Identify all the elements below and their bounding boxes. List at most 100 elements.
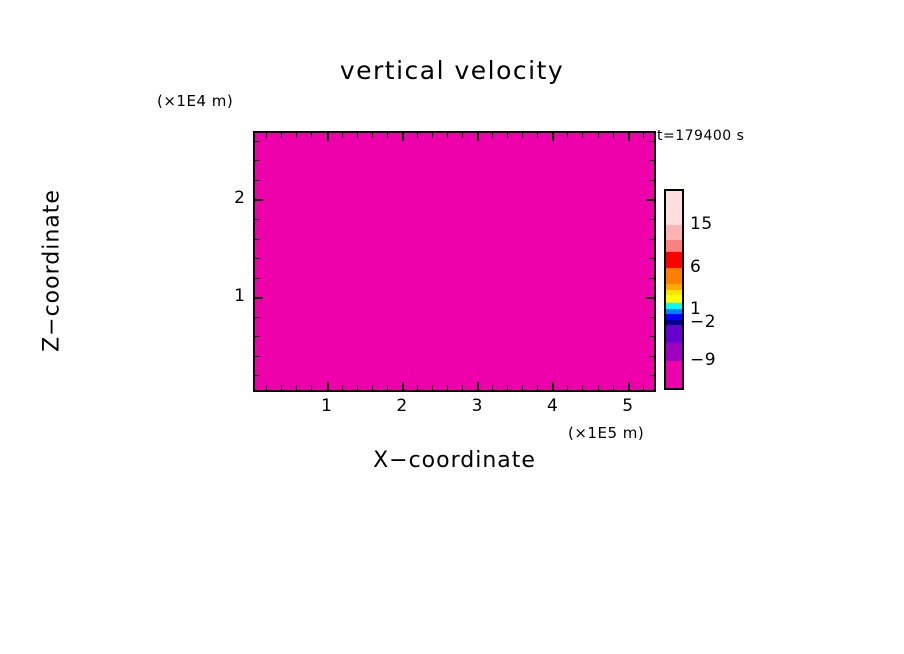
tick-mark [255, 317, 260, 318]
tick-mark [522, 133, 523, 138]
x-tick-label: 2 [396, 396, 408, 416]
y-tick-label: 1 [234, 286, 245, 307]
tick-mark [402, 133, 404, 141]
tick-mark [649, 239, 654, 240]
tick-mark [255, 297, 263, 299]
colorbar-band [666, 191, 682, 226]
tick-mark [477, 133, 479, 141]
tick-mark [255, 141, 260, 142]
tick-mark [255, 239, 260, 240]
tick-mark [281, 133, 282, 138]
tick-mark [417, 385, 418, 390]
colorbar-band [666, 295, 682, 304]
tick-mark [311, 133, 312, 138]
tick-mark [598, 133, 599, 138]
tick-mark [342, 385, 343, 390]
colorbar-tick-label: 1 [690, 298, 702, 319]
tick-mark [649, 160, 654, 161]
time-annotation: t=179400 s [657, 128, 745, 144]
colorbar [664, 189, 684, 390]
tick-mark [447, 133, 448, 138]
tick-mark [649, 141, 654, 142]
colorbar-tick-label: 15 [690, 214, 713, 235]
x-tick-label: 5 [622, 396, 634, 416]
tick-mark [387, 133, 388, 138]
x-tick-label: 3 [471, 396, 483, 416]
tick-mark [522, 385, 523, 390]
tick-mark [628, 382, 630, 390]
tick-mark [643, 385, 644, 390]
tick-mark [402, 382, 404, 390]
x-tick-label: 1 [321, 396, 332, 416]
tick-mark [255, 375, 260, 376]
tick-mark [417, 133, 418, 138]
tick-mark [255, 336, 260, 337]
tick-mark [372, 133, 373, 138]
y-tick-label: 2 [234, 188, 245, 209]
colorbar-band [666, 290, 682, 296]
tick-mark [649, 317, 654, 318]
colorbar-band [666, 239, 682, 253]
colorbar-band [666, 267, 682, 285]
tick-mark [507, 133, 508, 138]
tick-mark [643, 133, 644, 138]
tick-mark [327, 133, 329, 141]
tick-mark [567, 385, 568, 390]
tick-mark [432, 133, 433, 138]
tick-mark [598, 385, 599, 390]
tick-mark [582, 385, 583, 390]
tick-mark [649, 336, 654, 337]
tick-mark [255, 160, 260, 161]
tick-mark [628, 133, 630, 141]
tick-mark [582, 133, 583, 138]
tick-mark [649, 356, 654, 357]
tick-mark [462, 385, 463, 390]
vertical-velocity-field [255, 133, 654, 390]
colorbar-band [666, 342, 682, 362]
tick-mark [552, 382, 554, 390]
tick-mark [447, 385, 448, 390]
plot-area [253, 131, 656, 392]
tick-mark [567, 133, 568, 138]
tick-mark [255, 219, 260, 220]
colorbar-band [666, 252, 682, 268]
tick-mark [255, 356, 260, 357]
tick-mark [537, 133, 538, 138]
tick-mark [266, 385, 267, 390]
colorbar-tick-label: −9 [690, 350, 717, 370]
tick-mark [649, 180, 654, 181]
tick-mark [649, 219, 654, 220]
colorbar-tick-label: −2 [690, 312, 717, 333]
colorbar-band [666, 284, 682, 291]
colorbar-band [666, 225, 682, 240]
tick-mark [327, 382, 329, 390]
tick-mark [492, 385, 493, 390]
tick-mark [492, 133, 493, 138]
tick-mark [357, 133, 358, 138]
tick-mark [507, 385, 508, 390]
colorbar-tick-label: 6 [690, 256, 702, 277]
colorbar-band [666, 324, 682, 343]
tick-mark [255, 199, 263, 201]
tick-mark [649, 258, 654, 259]
tick-mark [342, 133, 343, 138]
colorbar-band [666, 303, 682, 309]
tick-mark [537, 385, 538, 390]
tick-mark [462, 133, 463, 138]
tick-mark [613, 385, 614, 390]
tick-mark [646, 199, 654, 201]
x-tick-label: 4 [546, 396, 558, 416]
tick-mark [477, 382, 479, 390]
tick-mark [387, 385, 388, 390]
tick-mark [266, 133, 267, 138]
tick-mark [649, 375, 654, 376]
page-title: vertical velocity [339, 56, 565, 85]
tick-mark [255, 278, 260, 279]
tick-mark [552, 133, 554, 141]
tick-mark [311, 385, 312, 390]
tick-mark [296, 385, 297, 390]
tick-mark [372, 385, 373, 390]
tick-mark [649, 278, 654, 279]
tick-mark [646, 297, 654, 299]
colorbar-band [666, 308, 682, 314]
